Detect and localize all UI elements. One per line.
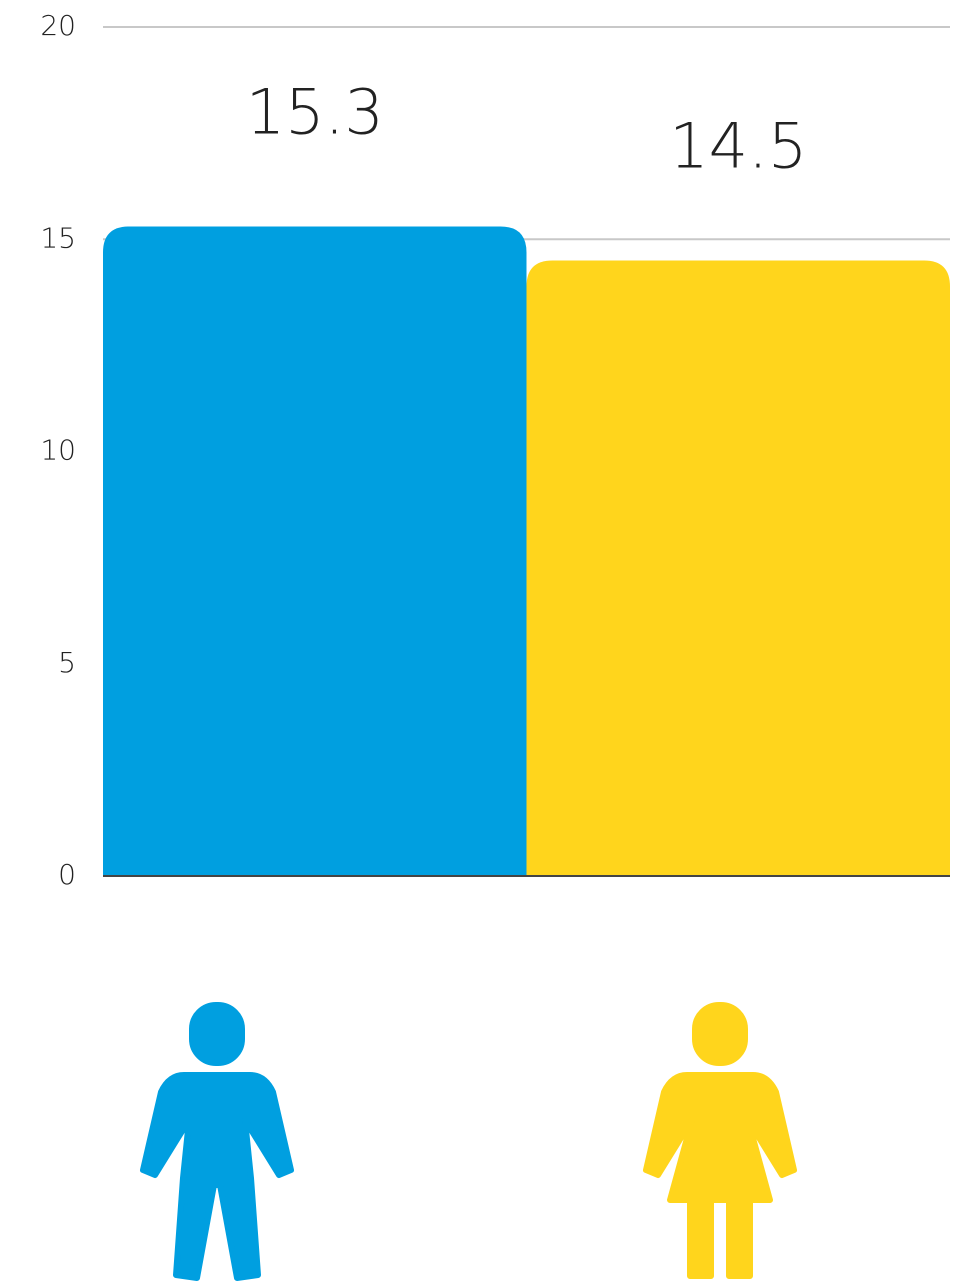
data-label: 14.5 [669,109,807,182]
y-tick-label: 5 [58,646,76,679]
icon-head [692,1002,748,1066]
bar [103,226,527,876]
y-tick-label: 10 [40,434,76,467]
y-tick-label: 0 [58,858,76,891]
bar [526,260,950,877]
data-label: 15.3 [246,76,384,149]
icon-body [140,1072,294,1281]
man-icon [140,1002,294,1281]
y-tick-label: 20 [40,9,76,42]
icon-body [643,1072,797,1279]
y-tick-label: 15 [40,221,76,254]
icon-head [189,1002,245,1066]
woman-icon [643,1002,797,1279]
